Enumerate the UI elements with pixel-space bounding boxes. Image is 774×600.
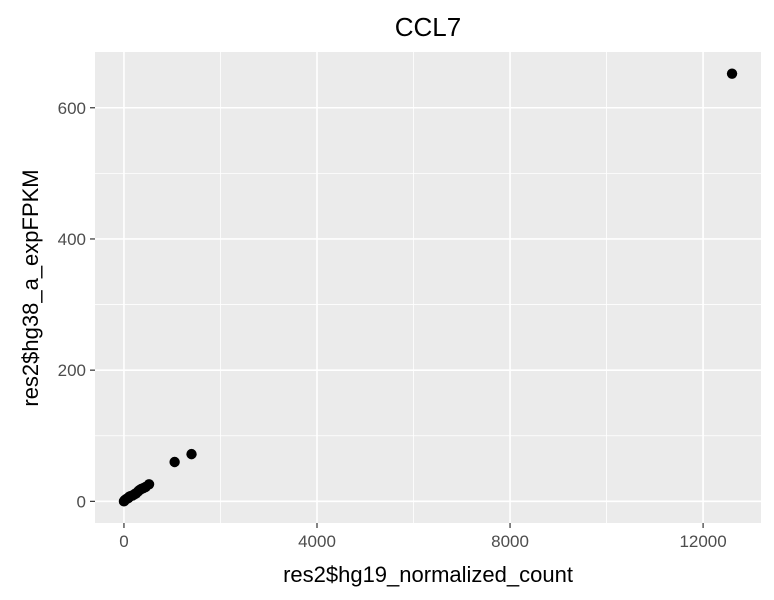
x-tick-label: 0 <box>119 532 128 551</box>
axis-ticks: 0 4000 8000 12000 0 200 400 600 <box>58 99 727 551</box>
x-tick-label: 4000 <box>298 532 336 551</box>
x-tick-label: 12000 <box>679 532 726 551</box>
x-axis-title: res2$hg19_normalized_count <box>283 562 573 587</box>
y-tick-label: 600 <box>58 99 86 118</box>
x-tick-label: 8000 <box>491 532 529 551</box>
y-tick-label: 0 <box>77 492 86 511</box>
data-points <box>118 68 738 507</box>
grid-lines <box>95 52 761 523</box>
data-point <box>186 448 197 460</box>
data-point <box>169 456 180 468</box>
plot-panel <box>95 52 761 523</box>
data-point <box>726 68 738 79</box>
y-tick-label: 400 <box>58 230 86 249</box>
chart-title: CCL7 <box>395 12 461 42</box>
data-point <box>143 479 155 490</box>
y-tick-label: 200 <box>58 361 86 380</box>
y-axis-title: res2$hg38_a_expFPKM <box>18 169 43 406</box>
